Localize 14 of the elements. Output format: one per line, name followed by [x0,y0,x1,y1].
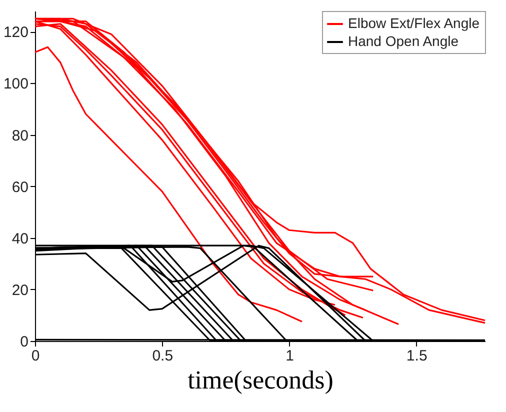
x-tick-label: 1 [286,348,294,364]
x-tick-label: 1.5 [406,348,428,364]
x-tick-label: 0 [31,348,40,364]
y-tick-label: 40 [12,230,28,248]
y-tick-label: 100 [3,76,28,93]
x-tick-label: 0.5 [152,348,174,364]
y-tick-label: 80 [12,127,28,144]
legend-label: Elbow Ext/Flex Angle [348,15,480,31]
y-tick-label: 0 [20,334,28,350]
y-tick-label: 120 [3,24,28,42]
legend-label: Hand Open Angle [348,33,459,49]
x-axis-title: time(seconds) [188,366,334,394]
y-tick-label: 20 [12,282,28,299]
y-tick-label: 60 [12,178,28,196]
